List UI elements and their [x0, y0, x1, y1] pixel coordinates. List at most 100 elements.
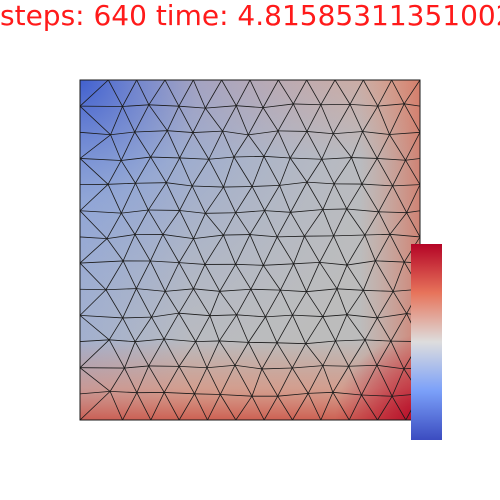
- mesh-edge: [110, 106, 123, 135]
- mesh-edge: [223, 234, 236, 265]
- mesh-edge: [363, 289, 394, 292]
- mesh-edge: [247, 107, 264, 136]
- mesh-edge: [80, 210, 122, 214]
- mesh-edge: [206, 364, 236, 369]
- mesh-edge: [209, 314, 237, 317]
- mesh-edge: [80, 158, 109, 185]
- mesh-edge: [105, 288, 137, 291]
- mesh-edge: [179, 262, 206, 265]
- mesh-edge: [147, 182, 167, 211]
- mesh-edge: [235, 264, 252, 290]
- mesh-wireframe: [80, 80, 420, 420]
- mesh-edge: [80, 238, 108, 264]
- mesh-edge: [148, 80, 166, 106]
- mesh-edge: [332, 366, 350, 393]
- mesh-edge: [277, 130, 291, 159]
- mesh-edge: [124, 341, 136, 369]
- mesh-edge: [390, 313, 407, 342]
- mesh-edge: [351, 157, 378, 159]
- mesh-edge: [362, 105, 379, 132]
- mesh-edge: [375, 234, 391, 262]
- mesh-edge: [134, 104, 150, 133]
- mesh-edge: [122, 317, 136, 342]
- mesh-edge: [392, 291, 407, 314]
- mesh-edge: [178, 312, 197, 342]
- mesh-edge: [403, 80, 420, 105]
- mesh-edge: [251, 156, 265, 187]
- mesh-edge: [80, 184, 109, 212]
- mesh-edge: [207, 394, 221, 420]
- mesh-edge: [223, 186, 253, 188]
- mesh-edge: [166, 106, 180, 131]
- mesh-edge: [120, 160, 136, 184]
- mesh-edge: [277, 392, 309, 397]
- mesh-edge: [151, 312, 179, 318]
- mesh-edge: [136, 288, 166, 292]
- mesh-edge: [321, 157, 352, 160]
- mesh-edge: [179, 210, 206, 214]
- mesh-edge: [346, 234, 366, 266]
- mesh-edge: [121, 209, 149, 214]
- mesh-edge: [361, 158, 378, 185]
- mesh-edge: [308, 391, 333, 394]
- mesh-edge: [194, 393, 221, 395]
- mesh-edge: [250, 289, 266, 318]
- mesh-edge: [349, 80, 364, 105]
- mesh-edge: [293, 261, 320, 265]
- mesh-edge: [306, 80, 322, 105]
- mesh-edge: [306, 131, 323, 160]
- mesh-edge: [165, 182, 180, 211]
- mesh-edge: [165, 288, 194, 292]
- mesh-edge: [292, 291, 307, 316]
- mesh-edge: [147, 209, 164, 235]
- mesh-edge: [134, 209, 149, 235]
- mesh-edge: [306, 288, 338, 293]
- mesh-edge: [278, 130, 307, 132]
- mesh-edge: [135, 183, 149, 211]
- mesh-edge: [80, 236, 107, 240]
- mesh-edge: [276, 212, 291, 238]
- mesh-edge: [195, 340, 220, 343]
- mesh-edge: [179, 365, 208, 369]
- mesh-edge: [263, 265, 281, 291]
- mesh-edge: [208, 130, 223, 160]
- mesh-edge: [107, 80, 123, 107]
- mesh-edge: [322, 288, 338, 317]
- mesh-edge: [378, 185, 393, 212]
- mesh-edge: [110, 131, 135, 136]
- mesh-edge: [292, 365, 323, 369]
- mesh-edge: [248, 316, 266, 343]
- mesh-edge: [280, 263, 294, 291]
- mesh-edge: [219, 264, 236, 292]
- mesh-edge: [346, 314, 378, 319]
- mesh-edge: [136, 365, 150, 393]
- mesh-edge: [236, 314, 249, 343]
- mesh-edge: [136, 260, 151, 289]
- mesh-edge: [205, 212, 236, 214]
- mesh-edge: [235, 80, 251, 106]
- mesh-edge: [292, 393, 309, 420]
- mesh-edge: [193, 288, 220, 292]
- mesh-edge: [377, 103, 405, 107]
- mesh-edge: [247, 134, 265, 157]
- mesh-edge: [276, 342, 306, 345]
- mesh-edge: [219, 365, 236, 395]
- mesh-edge: [236, 314, 266, 318]
- mesh-edge: [362, 131, 390, 135]
- mesh-edge: [223, 156, 235, 188]
- mesh-edge: [333, 183, 348, 210]
- mesh-edge: [107, 160, 122, 185]
- mesh-edge: [219, 394, 237, 420]
- mesh-edge: [293, 103, 321, 106]
- mesh-edge: [235, 395, 253, 420]
- mesh-edge: [167, 130, 193, 133]
- mesh-edge: [248, 130, 279, 136]
- simulation-status-title: steps: 640 time: 4.81585311351002: [0, 0, 500, 32]
- mesh-edge: [252, 184, 280, 187]
- mesh-edge: [192, 185, 224, 188]
- mesh-edge: [361, 394, 393, 397]
- mesh-edge: [122, 288, 137, 319]
- mesh-edge: [80, 367, 111, 392]
- mesh-edge: [346, 290, 364, 315]
